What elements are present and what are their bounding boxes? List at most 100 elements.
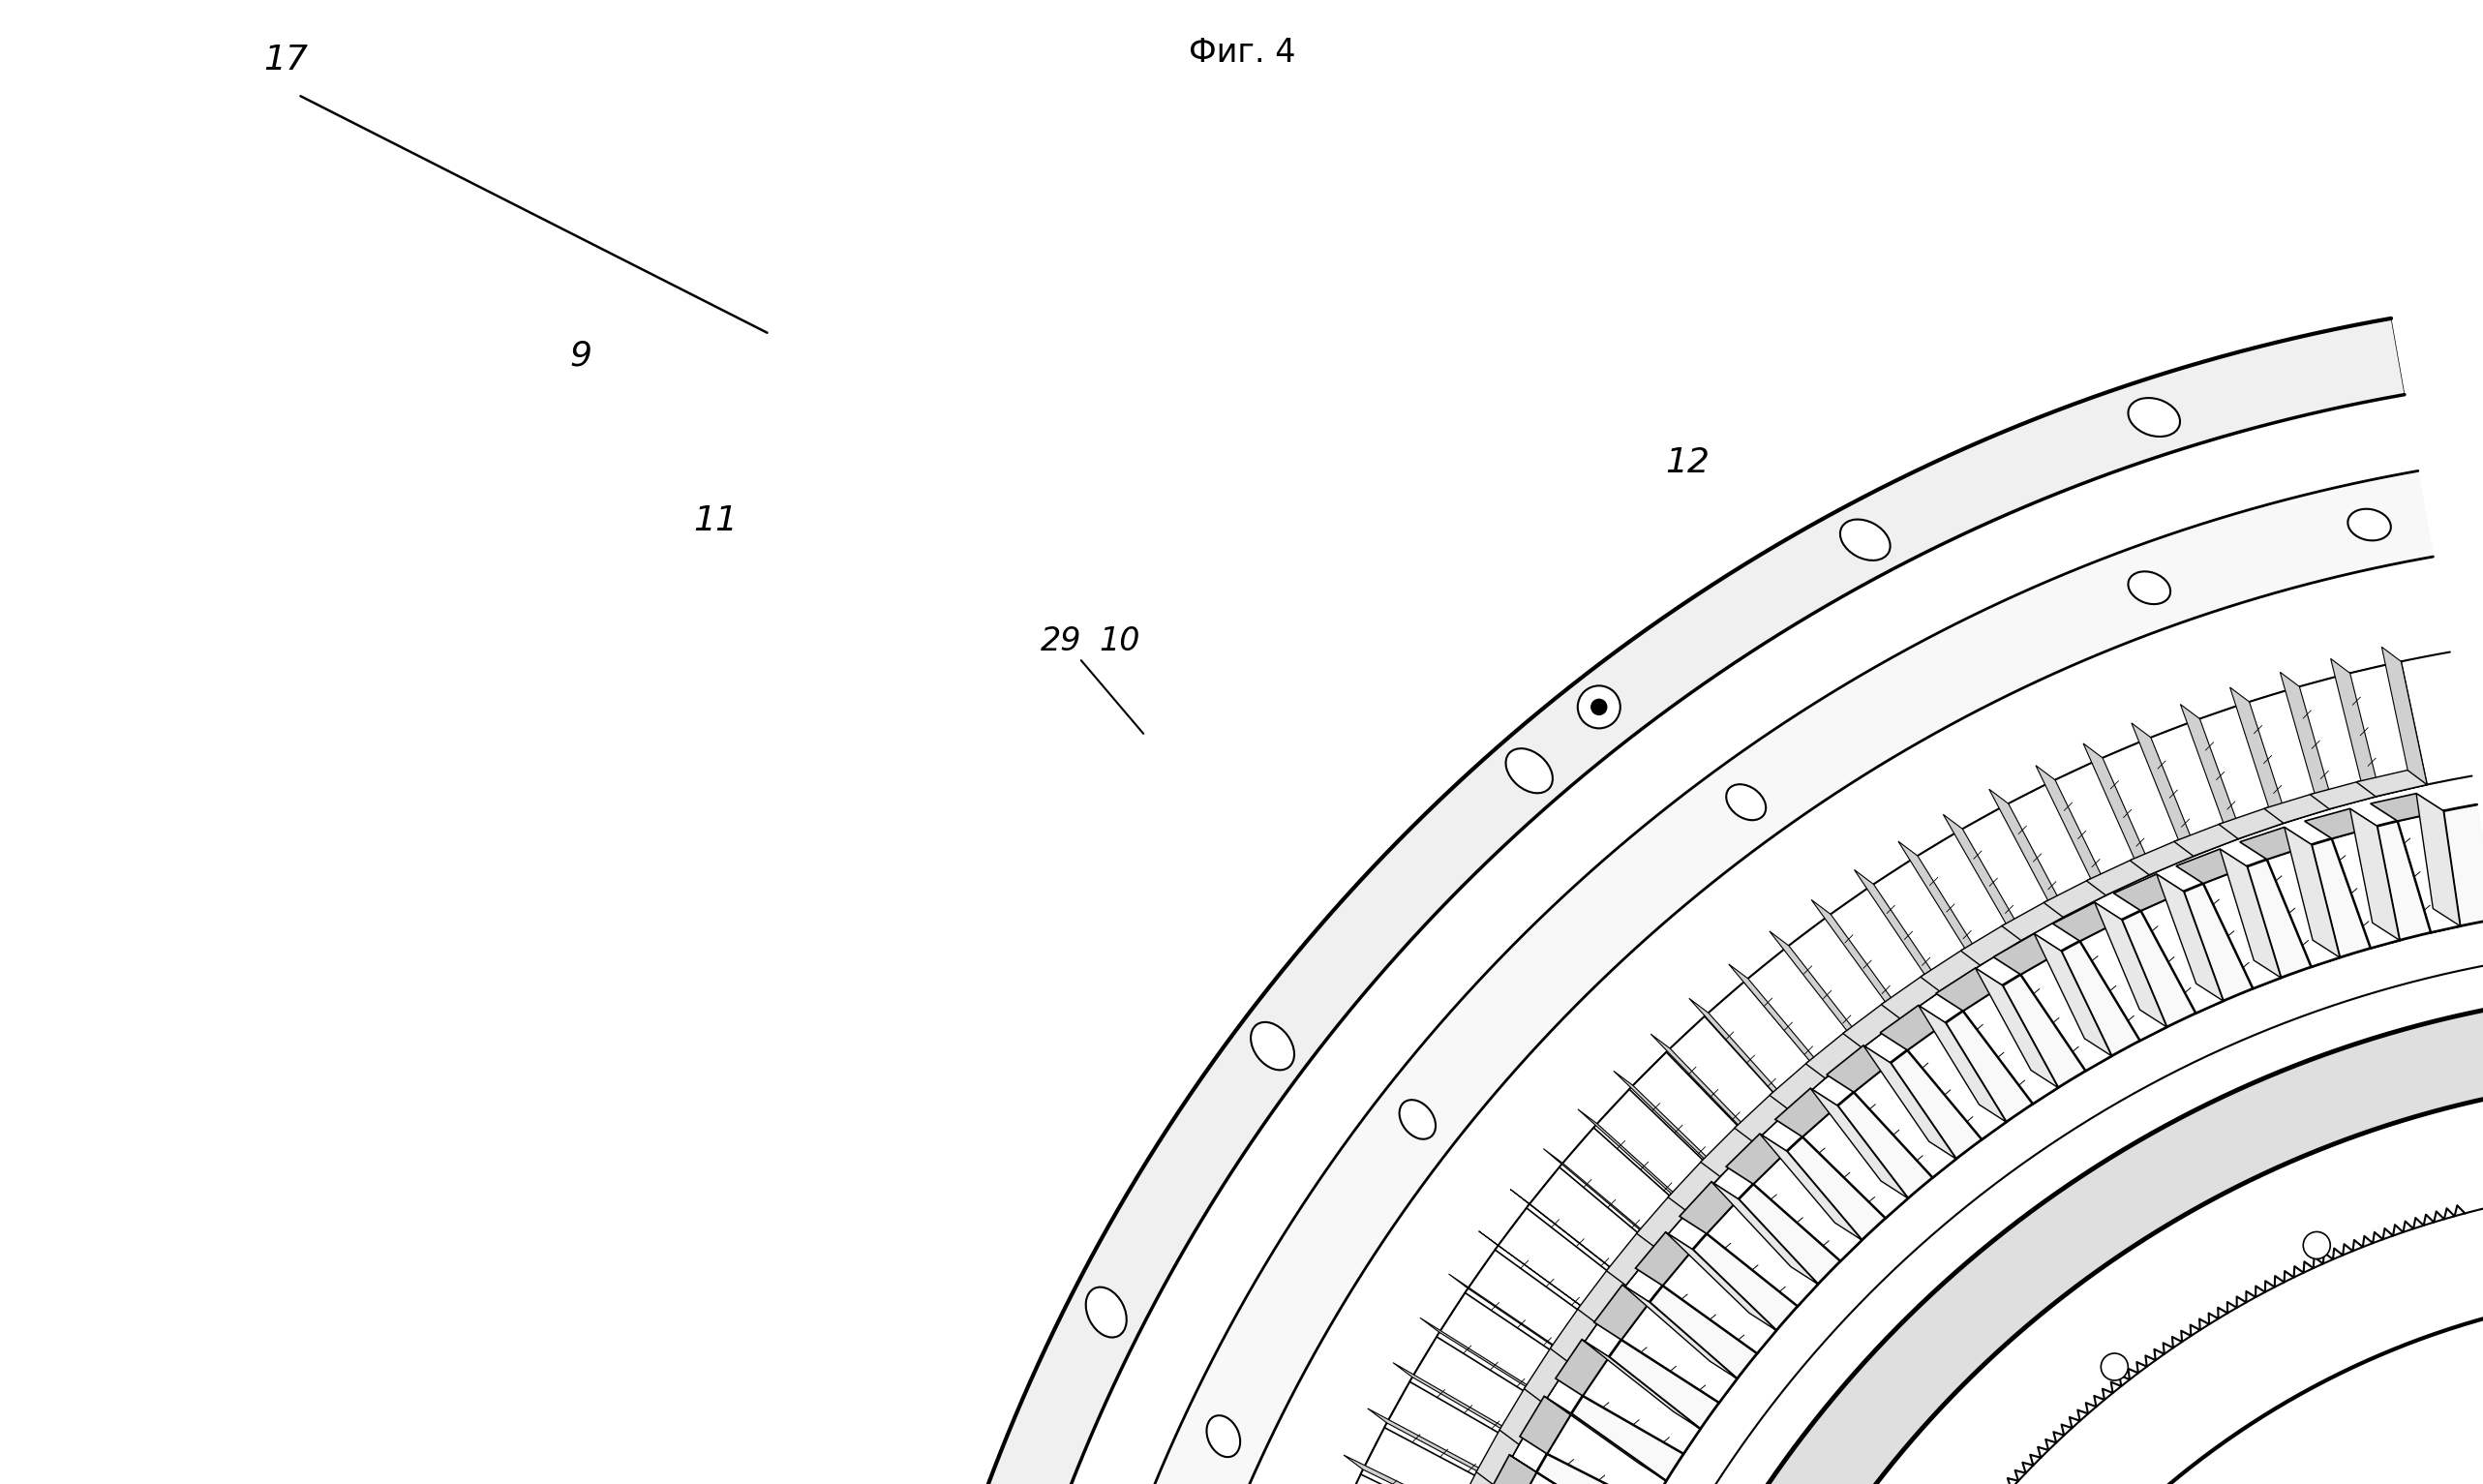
Polygon shape: [2140, 892, 2222, 1014]
Polygon shape: [1944, 815, 2026, 938]
Polygon shape: [1912, 830, 2026, 965]
Polygon shape: [1386, 1377, 1522, 1484]
Polygon shape: [2356, 770, 2426, 797]
Polygon shape: [1897, 841, 1984, 963]
Polygon shape: [1907, 1022, 2006, 1140]
Polygon shape: [1594, 1085, 1723, 1211]
Polygon shape: [1805, 1030, 1867, 1079]
Polygon shape: [1577, 1267, 1629, 1324]
Polygon shape: [1445, 804, 2483, 1484]
Polygon shape: [1582, 1340, 1701, 1429]
Polygon shape: [2004, 781, 2111, 917]
Polygon shape: [1410, 1333, 1547, 1444]
Polygon shape: [2053, 902, 2120, 941]
Polygon shape: [1549, 1306, 1599, 1362]
Polygon shape: [2344, 662, 2426, 797]
Polygon shape: [1855, 870, 1944, 988]
Circle shape: [2101, 1353, 2128, 1380]
Polygon shape: [1810, 899, 1904, 1017]
Ellipse shape: [2128, 398, 2180, 436]
Polygon shape: [2044, 879, 2111, 917]
Polygon shape: [1338, 1469, 1475, 1484]
Ellipse shape: [1207, 1416, 1239, 1457]
Polygon shape: [2267, 844, 2339, 968]
Polygon shape: [2349, 809, 2399, 941]
Text: 29: 29: [1040, 625, 1083, 657]
Polygon shape: [1989, 789, 2068, 914]
Polygon shape: [1544, 1149, 1659, 1244]
Polygon shape: [1664, 1250, 1775, 1353]
Ellipse shape: [2349, 509, 2391, 540]
Polygon shape: [2202, 867, 2282, 988]
Polygon shape: [2371, 794, 2443, 821]
Ellipse shape: [1251, 1022, 1294, 1070]
Polygon shape: [2130, 723, 2197, 855]
Polygon shape: [2309, 781, 2381, 809]
Ellipse shape: [1726, 785, 1765, 821]
Circle shape: [2304, 1232, 2332, 1258]
Polygon shape: [2332, 659, 2381, 795]
Polygon shape: [2034, 933, 2111, 1057]
Polygon shape: [1636, 1232, 1693, 1285]
Polygon shape: [1753, 1152, 1862, 1261]
Ellipse shape: [1400, 1100, 1435, 1140]
Polygon shape: [1525, 1345, 1572, 1404]
Polygon shape: [1477, 1426, 1522, 1484]
Ellipse shape: [2128, 571, 2170, 604]
Polygon shape: [1770, 930, 1867, 1045]
Polygon shape: [2332, 827, 2399, 948]
Polygon shape: [1842, 1002, 1904, 1048]
Polygon shape: [1666, 1014, 1793, 1143]
Polygon shape: [2381, 647, 2426, 785]
Polygon shape: [2175, 849, 2247, 883]
Polygon shape: [2230, 687, 2287, 822]
Polygon shape: [2304, 809, 2376, 838]
Polygon shape: [2279, 672, 2334, 807]
Polygon shape: [1621, 1285, 1738, 1379]
Polygon shape: [1855, 1063, 1957, 1178]
Polygon shape: [1455, 1468, 1497, 1484]
Polygon shape: [2051, 758, 2153, 895]
Polygon shape: [1448, 1273, 1572, 1359]
Polygon shape: [1770, 1061, 1830, 1110]
Polygon shape: [1577, 1109, 1691, 1208]
Polygon shape: [1515, 1472, 1634, 1484]
Polygon shape: [1520, 1396, 1572, 1454]
Polygon shape: [1919, 1005, 2006, 1122]
Polygon shape: [1827, 884, 1944, 1020]
Text: 9: 9: [569, 340, 591, 372]
Polygon shape: [1803, 1106, 1907, 1218]
Polygon shape: [2036, 766, 2111, 893]
Polygon shape: [1510, 1454, 1634, 1484]
Polygon shape: [1962, 923, 2026, 965]
Polygon shape: [1666, 1232, 1775, 1331]
Polygon shape: [1880, 1005, 1947, 1051]
Polygon shape: [1554, 1340, 1609, 1396]
Polygon shape: [2240, 827, 2312, 859]
Circle shape: [1592, 699, 1607, 715]
Polygon shape: [1651, 1034, 1758, 1140]
Polygon shape: [2294, 674, 2381, 809]
Polygon shape: [1420, 1318, 1547, 1399]
Polygon shape: [1127, 470, 2433, 1484]
Polygon shape: [1701, 1125, 1758, 1177]
Polygon shape: [1547, 1414, 1666, 1484]
Text: 10: 10: [1097, 625, 1140, 657]
Polygon shape: [2081, 920, 2168, 1040]
Polygon shape: [1870, 856, 1984, 991]
Polygon shape: [1736, 1092, 1793, 1143]
Polygon shape: [1703, 978, 1830, 1110]
Text: 17: 17: [263, 43, 308, 77]
Polygon shape: [2145, 718, 2242, 856]
Polygon shape: [1728, 965, 1830, 1074]
Polygon shape: [1480, 1232, 1599, 1319]
Polygon shape: [1368, 1408, 1497, 1483]
Polygon shape: [983, 319, 2404, 1484]
Polygon shape: [1937, 968, 2001, 1011]
Polygon shape: [2195, 702, 2287, 838]
Ellipse shape: [1085, 1287, 1127, 1337]
Polygon shape: [1629, 1049, 1758, 1177]
Polygon shape: [1827, 1045, 1890, 1092]
Polygon shape: [2021, 951, 2111, 1071]
Polygon shape: [2130, 840, 2197, 876]
